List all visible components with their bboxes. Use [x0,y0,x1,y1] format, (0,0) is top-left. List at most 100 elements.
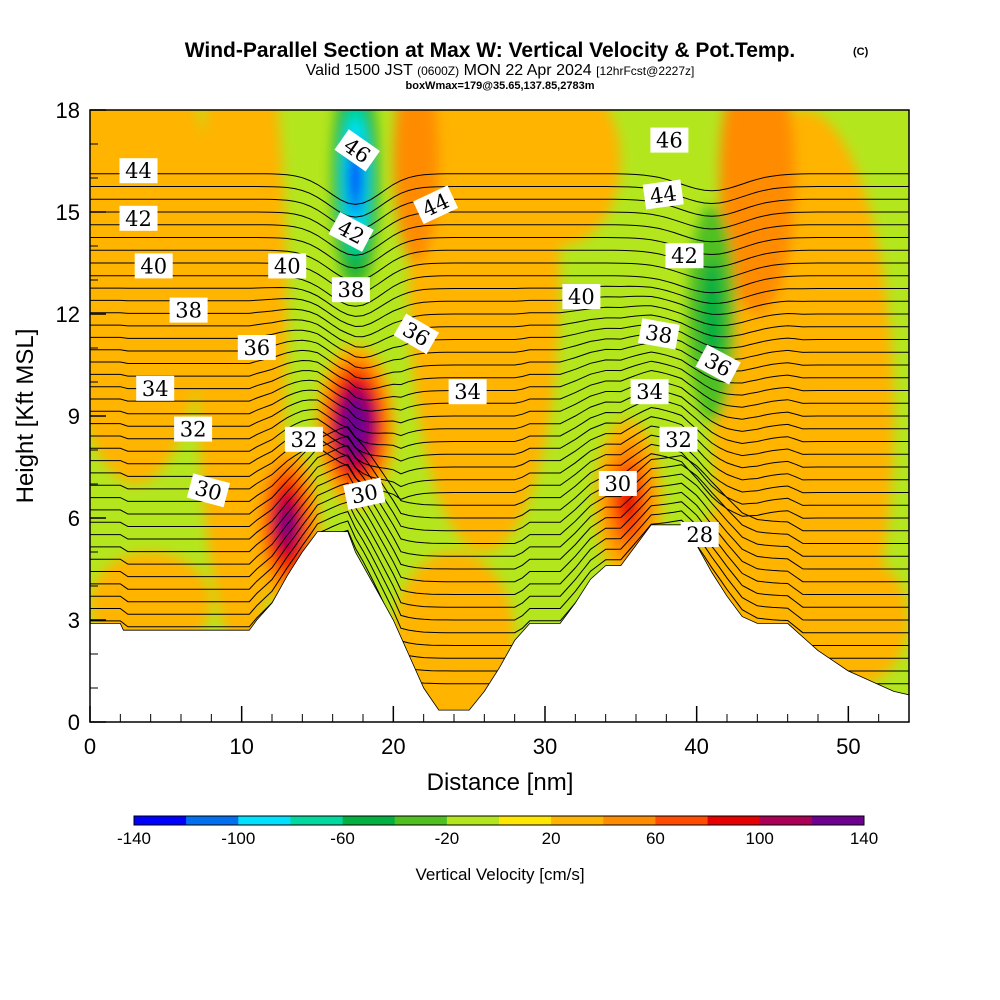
theta-label-text: 28 [686,523,713,547]
field-patch [499,110,621,246]
theta-line [90,262,909,295]
theta-label: 32 [659,426,698,452]
theta-label-text: 38 [644,320,674,348]
colorbar-swatch [759,816,813,825]
subtitle-fcst: [12hrFcst@2227z] [596,64,694,78]
x-tick-label: 0 [84,734,96,759]
theta-line [90,295,909,328]
theta-line [90,406,909,462]
theta-line [90,360,909,401]
colorbar-swatch [811,816,865,825]
theta-line [90,351,909,390]
colorbar-frame [133,815,865,826]
theta-label-text: 34 [454,380,481,404]
theta-label: 34 [630,379,669,405]
theta-labels: 4442403836343230464442403836323034404644… [119,127,741,547]
theta-line [90,491,909,595]
theta-line [90,482,909,583]
theta-label-text: 44 [648,181,678,208]
theta-label: 30 [343,477,386,510]
theta-line [90,211,909,244]
theta-line [90,198,909,231]
theta-line [90,397,909,449]
colorbar-tick-label: -60 [330,829,355,848]
theta-label: 34 [448,379,487,405]
theta-line [90,342,909,380]
theta-label: 30 [186,473,231,508]
y-tick-label: 18 [56,98,80,123]
theta-line [90,425,909,488]
theta-line [90,285,909,317]
w-contour-downdraft_upper [351,158,360,198]
theta-label-text: 44 [125,159,152,183]
theta-line [90,305,909,338]
chart-subtitle: Valid 1500 JST (0600Z) MON 22 Apr 2024 [… [306,62,695,79]
velocity-field [90,110,909,722]
theta-line [90,444,909,532]
theta-line [90,237,909,269]
chart-subtitle2: boxWmax=179@35.65,137.85,2783m [406,80,595,92]
theta-label-text: 40 [140,254,167,278]
subtitle-valid: Valid 1500 JST [306,62,414,79]
x-tick-label: 10 [229,734,253,759]
colorbar-swatch [342,816,396,825]
colorbar-swatch [238,816,291,825]
x-axis-label: Distance [nm] [427,769,574,796]
colorbar-swatch [186,816,239,825]
colorbar-swatch [290,816,343,825]
theta-label-text: 32 [291,428,318,452]
subtitle-utc: (0600Z) [417,64,459,78]
theta-label-text: 30 [349,480,380,509]
theta-label-text: 32 [180,418,207,442]
theta-label-text: 30 [604,472,631,496]
theta-line [90,369,909,412]
y-tick-label: 15 [56,200,80,225]
colorbar-swatch [446,816,500,825]
theta-line [90,520,909,634]
colorbar-swatch [551,816,604,825]
colorbar-tick-label: -140 [117,829,151,848]
theta-label-text: 36 [243,336,270,360]
theta-label: 40 [268,253,307,279]
colorbar-swatch [499,816,552,825]
theta-label: 38 [331,277,370,303]
theta-label-text: 32 [665,428,692,452]
theta-label: 36 [237,335,276,360]
y-tick-label: 6 [68,506,80,531]
theta-label-text: 46 [656,129,683,153]
subtitle-date: MON 22 Apr 2024 [464,62,592,79]
theta-line [90,388,909,437]
colorbar-tick-label: 60 [646,829,665,848]
theta-line [90,323,909,359]
theta-label: 42 [665,243,704,269]
theta-line [90,510,909,621]
y-axis-label: Height [Kft MSL] [12,329,39,504]
terrain [90,524,909,722]
field-patch [90,110,212,484]
colorbar: -140 -100 -60 -20 20 60 100 140 [117,815,878,848]
colorbar-swatch [655,816,708,825]
theta-label: 46 [650,127,689,153]
colorbar-tick-label: 100 [746,829,774,848]
theta-contours [90,173,909,685]
plot-area: 4442403836343230464442403836323034404644… [90,110,909,722]
theta-label-text: 42 [125,207,152,231]
theta-line [90,379,909,424]
theta-line [90,275,909,307]
theta-line [90,173,909,205]
theta-label-text: 40 [568,285,595,309]
field-patch [393,110,439,263]
chart-title: Wind-Parallel Section at Max W: Vertical… [185,39,796,62]
y-tick-label: 12 [56,302,80,327]
colorbar-tick-label: 20 [542,829,561,848]
field-patch [719,110,796,314]
theta-label: 40 [134,253,173,279]
theta-line [90,435,909,519]
colorbar-label: Vertical Velocity [cm/s] [415,865,584,884]
colorbar-swatch [603,816,656,825]
colorbar-tick-label: -100 [221,829,255,848]
theta-label: 38 [638,318,680,350]
y-tick-label: 9 [68,404,80,429]
